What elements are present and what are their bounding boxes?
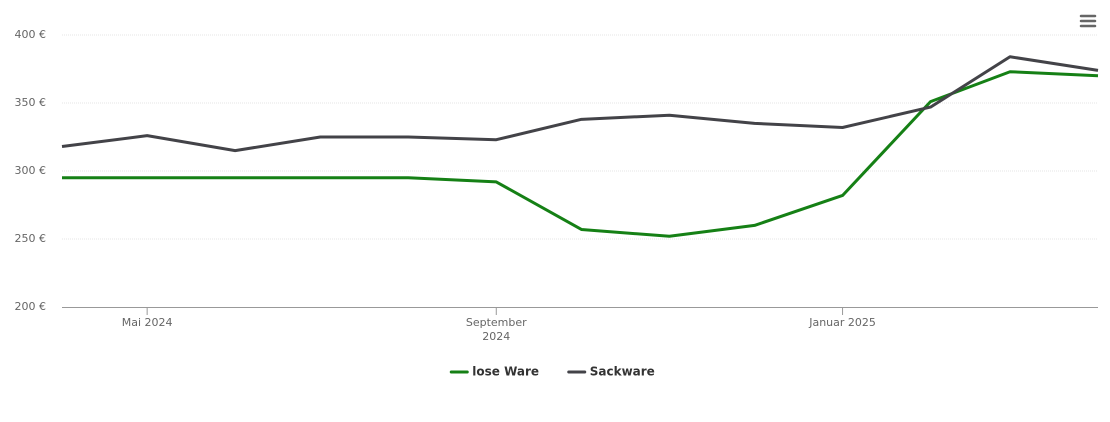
series-line xyxy=(61,55,1099,153)
legend-label: Sackware xyxy=(590,365,655,379)
legend-item[interactable]: lose Ware xyxy=(449,365,539,379)
x-tick-label: Mai 2024 xyxy=(121,316,173,329)
series-line xyxy=(62,70,1099,238)
x-tick-label: Januar 2025 xyxy=(809,316,876,329)
menu-icon[interactable] xyxy=(1079,14,1097,28)
x-tick-label: September 2024 xyxy=(465,316,527,343)
y-tick-label: 400 € xyxy=(15,28,47,41)
y-tick-label: 300 € xyxy=(15,164,47,177)
legend-label: lose Ware xyxy=(472,365,539,379)
y-tick-label: 200 € xyxy=(15,300,47,313)
y-tick-label: 350 € xyxy=(15,96,47,109)
y-tick-label: 250 € xyxy=(15,232,47,245)
legend-item[interactable]: Sackware xyxy=(567,365,655,379)
